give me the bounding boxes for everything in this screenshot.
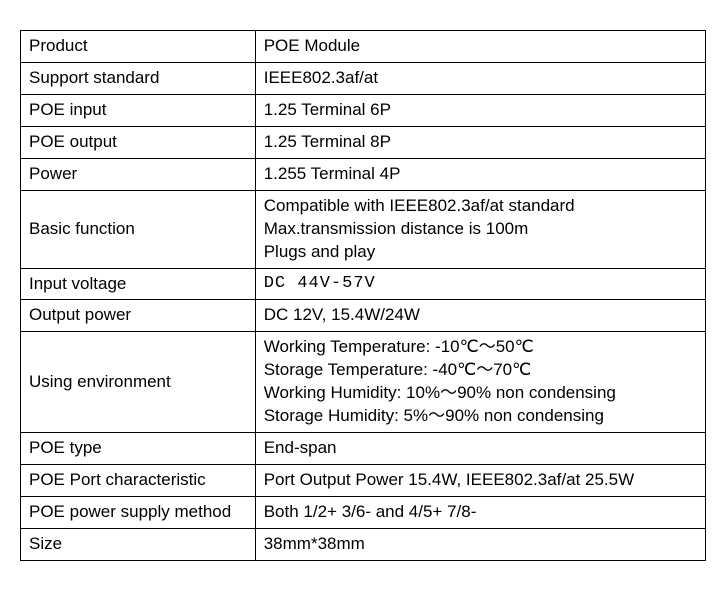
row-value: 1.25 Terminal 6P [255,94,705,126]
table-row: POE typeEnd-span [21,433,706,465]
table-row: Input voltageDC 44V-57V [21,268,706,300]
row-label: Input voltage [21,268,256,300]
row-label: POE Port characteristic [21,465,256,497]
table-row: POE power supply methodBoth 1/2+ 3/6- an… [21,497,706,529]
row-value: 38mm*38mm [255,528,705,560]
row-value: DC 12V, 15.4W/24W [255,300,705,332]
row-label: Size [21,528,256,560]
row-label: Product [21,31,256,63]
table-row: POE output1.25 Terminal 8P [21,126,706,158]
row-value: Both 1/2+ 3/6- and 4/5+ 7/8- [255,497,705,529]
table-row: Output powerDC 12V, 15.4W/24W [21,300,706,332]
row-value: Port Output Power 15.4W, IEEE802.3af/at … [255,465,705,497]
row-value: 1.25 Terminal 8P [255,126,705,158]
row-label: Basic function [21,190,256,268]
row-label: POE output [21,126,256,158]
table-body: ProductPOE ModuleSupport standardIEEE802… [21,31,706,561]
row-value: IEEE802.3af/at [255,62,705,94]
row-label: Power [21,158,256,190]
table-row: Using environmentWorking Temperature: -1… [21,332,706,433]
row-value: Compatible with IEEE802.3af/at standardM… [255,190,705,268]
row-label: Using environment [21,332,256,433]
row-label: Output power [21,300,256,332]
row-label: POE type [21,433,256,465]
row-value: DC 44V-57V [255,268,705,300]
table-row: POE input1.25 Terminal 6P [21,94,706,126]
row-label: Support standard [21,62,256,94]
row-label: POE power supply method [21,497,256,529]
table-row: Basic functionCompatible with IEEE802.3a… [21,190,706,268]
row-value: POE Module [255,31,705,63]
table-row: Support standardIEEE802.3af/at [21,62,706,94]
specification-table: ProductPOE ModuleSupport standardIEEE802… [20,30,706,561]
table-row: Power1.255 Terminal 4P [21,158,706,190]
row-value: Working Temperature: -10℃～50℃Storage Tem… [255,332,705,433]
table-row: POE Port characteristicPort Output Power… [21,465,706,497]
row-value: End-span [255,433,705,465]
row-label: POE input [21,94,256,126]
row-value: 1.255 Terminal 4P [255,158,705,190]
table-row: ProductPOE Module [21,31,706,63]
table-row: Size38mm*38mm [21,528,706,560]
